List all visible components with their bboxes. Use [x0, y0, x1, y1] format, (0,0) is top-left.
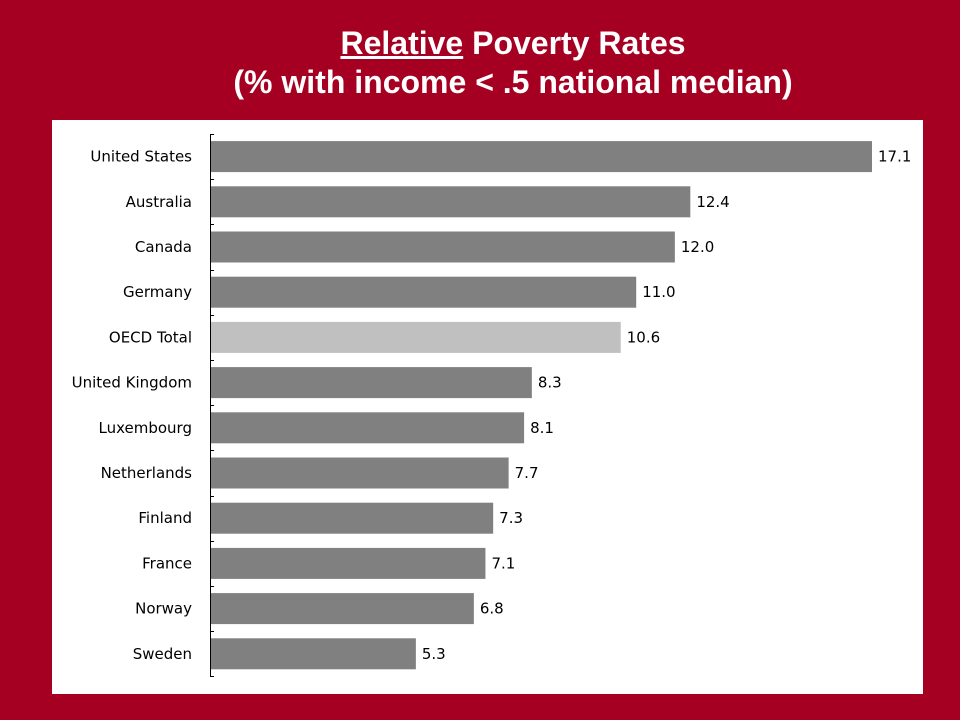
category-label: Australia	[126, 193, 192, 211]
bar	[211, 367, 532, 399]
category-label: United Kingdom	[72, 374, 192, 392]
category-label: Luxembourg	[99, 419, 193, 437]
bar	[211, 231, 675, 263]
category-label: Netherlands	[101, 464, 193, 482]
category-label: United States	[90, 148, 192, 166]
value-label: 7.3	[499, 509, 523, 527]
value-label: 11.0	[642, 283, 675, 301]
bar	[211, 638, 416, 670]
value-label: 6.8	[480, 600, 504, 618]
bar	[211, 593, 474, 625]
bar	[211, 276, 637, 308]
title-line-1-rest: Poverty Rates	[463, 25, 686, 61]
category-label: Sweden	[133, 645, 192, 663]
value-label: 8.1	[530, 419, 554, 437]
bar	[211, 412, 525, 444]
value-label: 7.1	[491, 554, 515, 572]
title-line-2: (% with income < .5 national median)	[233, 64, 793, 100]
value-label: 12.4	[696, 193, 729, 211]
title-line-1: Relative Poverty Rates	[0, 24, 960, 63]
value-label: 17.1	[878, 148, 911, 166]
category-label: Norway	[135, 600, 192, 618]
bar	[211, 186, 691, 218]
bar-highlight	[211, 321, 621, 353]
category-label: Finland	[138, 509, 192, 527]
category-label: Germany	[123, 283, 192, 301]
category-label: OECD Total	[109, 328, 192, 346]
category-label: Canada	[135, 238, 192, 256]
chart-panel: United States 17.1 Australia 12.4 Canada 12.0…	[52, 120, 923, 694]
bar	[211, 141, 872, 173]
value-label: 8.3	[538, 374, 562, 392]
value-label: 7.7	[515, 464, 539, 482]
category-label: France	[142, 554, 192, 572]
bar-chart: United States 17.1 Australia 12.4 Canada 12.0…	[72, 134, 911, 677]
value-label: 5.3	[422, 645, 446, 663]
bar	[211, 547, 486, 579]
title-emphasis: Relative	[340, 25, 464, 61]
bar	[211, 457, 509, 489]
chart-title: Relative Poverty Rates (% with income < …	[0, 24, 960, 102]
bar	[211, 502, 494, 534]
value-label: 10.6	[627, 328, 660, 346]
value-label: 12.0	[681, 238, 714, 256]
